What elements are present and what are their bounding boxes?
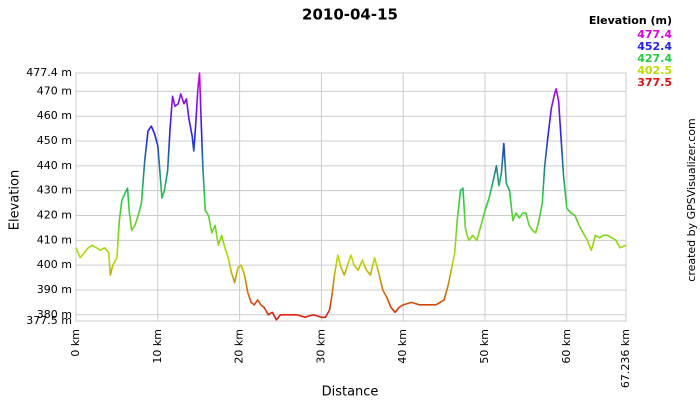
legend-entry: 402.5 — [637, 64, 672, 77]
plot-area — [75, 72, 627, 322]
y-tick-label: 477.4 m — [26, 66, 72, 79]
x-tick-label: 10 km — [151, 329, 164, 364]
y-tick-label: 400 m — [37, 258, 72, 271]
y-tick-label: 420 m — [37, 208, 72, 221]
y-tick-label: 450 m — [37, 134, 72, 147]
x-tick-label: 60 km — [560, 329, 573, 364]
y-tick-label: 377.5 m — [26, 314, 72, 327]
x-axis-title: Distance — [322, 385, 379, 400]
y-tick-label: 380 m — [37, 308, 72, 321]
x-tick-label: 67.236 km — [619, 329, 632, 388]
legend-title: Elevation (m) — [589, 14, 672, 27]
legend-entry: 377.5 — [637, 76, 672, 89]
y-axis-title: Elevation — [8, 170, 23, 230]
y-tick-label: 410 m — [37, 233, 72, 246]
x-tick-label: 30 km — [314, 329, 327, 364]
legend-entry: 427.4 — [637, 52, 672, 65]
y-tick-label: 440 m — [37, 159, 72, 172]
x-tick-label: 40 km — [396, 329, 409, 364]
y-tick-label: 460 m — [37, 109, 72, 122]
y-tick-label: 430 m — [37, 184, 72, 197]
x-tick-label: 50 km — [478, 329, 491, 364]
x-tick-label: 0 km — [69, 329, 82, 357]
legend-entry: 452.4 — [637, 40, 672, 53]
credit: created by GPSVisualizer.com — [685, 118, 698, 281]
y-tick-label: 470 m — [37, 84, 72, 97]
elevation-line — [75, 72, 627, 321]
x-tick-label: 20 km — [233, 329, 246, 364]
chart-title: 2010-04-15 — [302, 6, 398, 24]
legend-entry: 477.4 — [637, 28, 672, 41]
y-tick-label: 390 m — [37, 283, 72, 296]
